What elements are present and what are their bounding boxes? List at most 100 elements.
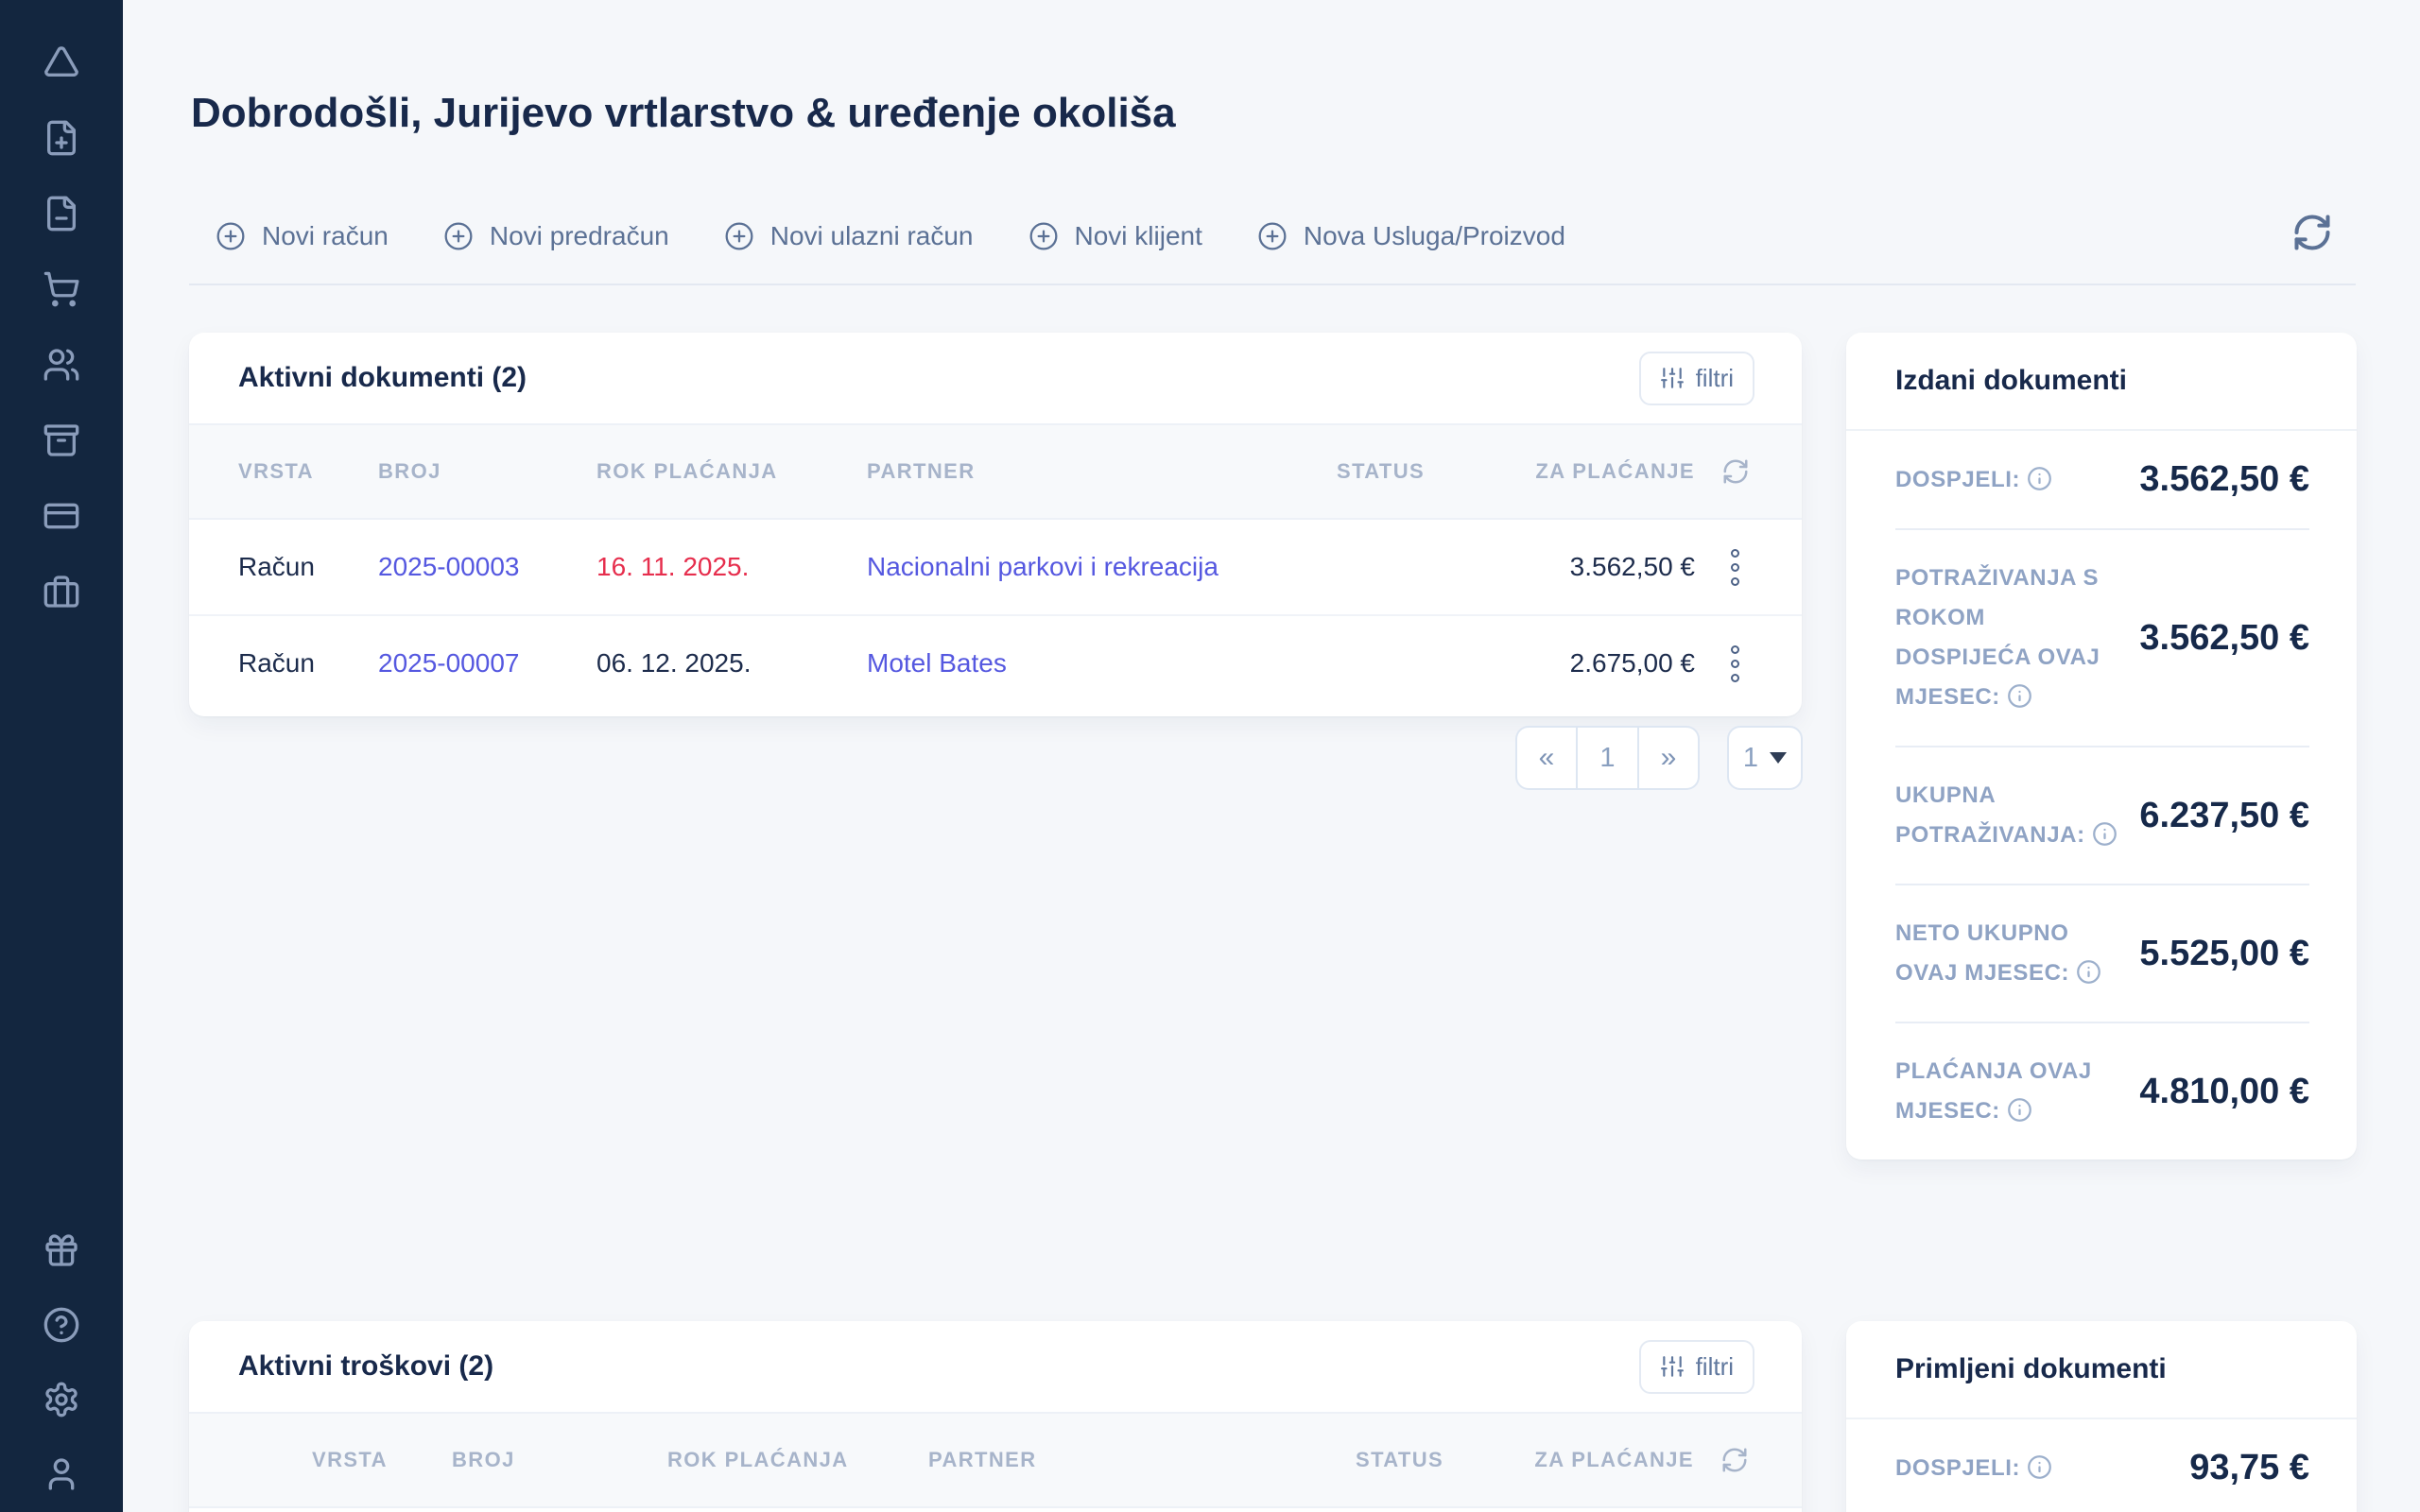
column-partner: PARTNER: [867, 459, 976, 483]
row-amount: 2.675,00 €: [1569, 648, 1695, 678]
row-vrsta: Račun: [238, 552, 315, 581]
row-broj-link[interactable]: 2025-00007: [378, 648, 520, 678]
page-size-value: 1: [1742, 742, 1759, 773]
stat-row: DOSPJELI: 3.562,50 €: [1895, 431, 2309, 528]
plus-circle-icon: [1028, 221, 1059, 251]
stat-label: PLAĆANJA OVAJ MJESEC:: [1895, 1058, 2092, 1124]
info-icon[interactable]: [2007, 1096, 2032, 1122]
info-icon[interactable]: [2092, 820, 2118, 846]
sidebar-item-archive-icon[interactable]: [43, 421, 80, 459]
stat-label: DOSPJELI:: [1895, 466, 2021, 492]
column-status: STATUS: [1337, 459, 1426, 483]
sidebar-item-customers-icon[interactable]: [43, 346, 80, 384]
column-rok-placanja: ROK PLAĆANJA: [596, 459, 778, 483]
new-invoice-label: Novi račun: [262, 221, 389, 250]
received-documents-card: Primljeni dokumenti DOSPJELI: 93,75 €: [1846, 1321, 2357, 1512]
stat-value: 4.810,00 €: [2139, 1071, 2309, 1111]
table-row: Račun 2025-00003 16. 11. 2025. Nacionaln…: [189, 520, 1802, 614]
plus-circle-icon: [443, 221, 474, 251]
page-size-dropdown[interactable]: 1: [1727, 726, 1803, 790]
plus-circle-icon: [1257, 221, 1288, 251]
column-partner: PARTNER: [928, 1448, 1037, 1471]
stat-row: NETO UKUPNO OVAJ MJESEC: 5.525,00 €: [1895, 884, 2309, 1022]
new-invoice-button[interactable]: Novi račun: [216, 221, 389, 251]
expenses-filters-button[interactable]: filtri: [1638, 1339, 1754, 1394]
stat-label: POTRAŽIVANJA S ROKOM DOSPIJEĆA OVAJ MJES…: [1895, 565, 2100, 710]
quick-actions: Novi račun Novi predračun Novi ulazni ra…: [216, 212, 1565, 261]
column-za-placanje: ZA PLAĆANJE: [1534, 1448, 1694, 1471]
column-rok-placanja: ROK PLAĆANJA: [667, 1448, 849, 1471]
stat-label: NETO UKUPNO OVAJ MJESEC:: [1895, 920, 2070, 986]
documents-table-header: VRSTA BROJ ROK PLAĆANJA PARTNER STATUS Z…: [189, 423, 1802, 520]
pagination-next-button[interactable]: »: [1638, 726, 1700, 790]
info-icon[interactable]: [2027, 1453, 2052, 1479]
documents-filters-button[interactable]: filtri: [1638, 351, 1754, 405]
row-due-date: 06. 12. 2025.: [596, 648, 752, 678]
column-broj: BROJ: [378, 459, 441, 483]
sliders-icon: [1660, 1354, 1685, 1379]
stat-value: 93,75 €: [2189, 1448, 2309, 1487]
sidebar-item-new-document-icon[interactable]: [43, 119, 80, 157]
column-vrsta: VRSTA: [238, 459, 314, 483]
row-menu-kebab-icon[interactable]: [1727, 642, 1743, 686]
active-documents-title: Aktivni dokumenti (2): [238, 362, 527, 393]
settings-gear-icon[interactable]: [43, 1381, 80, 1418]
row-partner-link[interactable]: Nacionalni parkovi i rekreacija: [867, 552, 1219, 581]
row-menu-kebab-icon[interactable]: [1727, 545, 1743, 590]
issued-documents-title: Izdani dokumenti: [1895, 365, 2128, 396]
new-incoming-invoice-button[interactable]: Novi ulazni račun: [724, 221, 974, 251]
new-client-button[interactable]: Novi klijent: [1028, 221, 1202, 251]
new-quote-button[interactable]: Novi predračun: [443, 221, 669, 251]
refresh-table-icon[interactable]: [1720, 1446, 1749, 1474]
new-client-label: Novi klijent: [1074, 221, 1202, 250]
active-expenses-title: Aktivni troškovi (2): [238, 1350, 494, 1382]
row-partner-link[interactable]: Motel Bates: [867, 648, 1007, 678]
new-quote-label: Novi predračun: [489, 221, 669, 250]
page-title: Dobrodošli, Jurijevo vrtlarstvo & uređen…: [191, 90, 1176, 137]
sidebar-nav-top: [43, 43, 80, 610]
column-vrsta: VRSTA: [312, 1448, 388, 1471]
filters-label: filtri: [1695, 363, 1734, 392]
profile-icon[interactable]: [43, 1455, 80, 1493]
logo-triangle-icon[interactable]: [43, 43, 80, 81]
pagination-current-page[interactable]: 1: [1577, 726, 1638, 790]
sidebar-item-documents-icon[interactable]: [43, 195, 80, 232]
sidebar-nav-bottom: [43, 1231, 80, 1493]
row-due-date: 16. 11. 2025.: [596, 552, 750, 581]
table-row: Račun 2025-00007 06. 12. 2025. Motel Bat…: [189, 614, 1802, 711]
plus-circle-icon: [216, 221, 246, 251]
stat-value: 3.562,50 €: [2139, 617, 2309, 658]
documents-pagination: « 1 »: [1515, 726, 1700, 790]
row-broj-link[interactable]: 2025-00003: [378, 552, 520, 581]
refresh-page-icon[interactable]: [2291, 212, 2333, 253]
row-vrsta: Račun: [238, 648, 315, 678]
new-incoming-invoice-label: Novi ulazni račun: [769, 221, 974, 250]
active-expenses-card: Aktivni troškovi (2) filtri VRSTA BROJ R…: [189, 1321, 1802, 1512]
help-icon[interactable]: [43, 1306, 80, 1344]
info-icon[interactable]: [2027, 465, 2052, 490]
stat-value: 5.525,00 €: [2139, 933, 2309, 973]
info-icon[interactable]: [2007, 682, 2032, 708]
sidebar-item-cart-icon[interactable]: [43, 270, 80, 308]
plus-circle-icon: [724, 221, 754, 251]
refresh-table-icon[interactable]: [1721, 457, 1750, 486]
sidebar-item-briefcase-icon[interactable]: [43, 573, 80, 610]
stat-value: 6.237,50 €: [2139, 795, 2309, 835]
new-service-product-label: Nova Usluga/Proizvod: [1303, 221, 1565, 250]
column-za-placanje: ZA PLAĆANJE: [1535, 459, 1695, 483]
stat-row: DOSPJELI: 93,75 €: [1895, 1419, 2309, 1512]
stat-label: DOSPJELI:: [1895, 1454, 2021, 1481]
issued-documents-card: Izdani dokumenti DOSPJELI: 3.562,50 € PO…: [1846, 333, 2357, 1160]
sidebar-item-payments-icon[interactable]: [43, 497, 80, 535]
sidebar: [0, 0, 123, 1512]
info-icon[interactable]: [2076, 958, 2101, 984]
row-amount: 3.562,50 €: [1569, 552, 1695, 581]
filters-label: filtri: [1695, 1351, 1734, 1381]
gift-icon[interactable]: [43, 1231, 80, 1269]
new-service-product-button[interactable]: Nova Usluga/Proizvod: [1257, 221, 1565, 251]
stat-row: UKUPNA POTRAŽIVANJA: 6.237,50 €: [1895, 746, 2309, 884]
chevron-down-icon: [1770, 752, 1788, 764]
stat-row: PLAĆANJA OVAJ MJESEC: 4.810,00 €: [1895, 1022, 2309, 1160]
pagination-prev-button[interactable]: «: [1515, 726, 1577, 790]
